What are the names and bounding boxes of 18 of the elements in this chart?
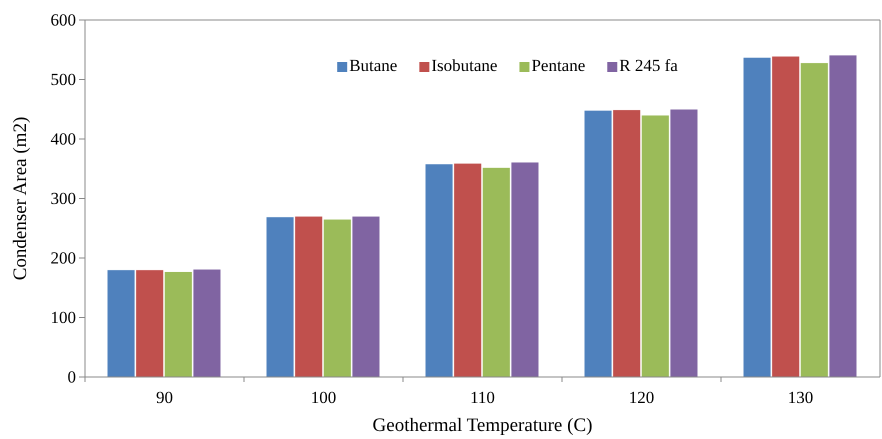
x-tick-label: 130 bbox=[788, 388, 814, 408]
y-tick-label: 200 bbox=[50, 248, 76, 268]
legend-label: Butane bbox=[349, 56, 398, 75]
x-tick-label: 90 bbox=[156, 388, 173, 408]
legend-label: Isobutane bbox=[431, 56, 498, 75]
legend-label: R 245 fa bbox=[619, 56, 678, 75]
y-tick-label: 100 bbox=[50, 308, 76, 327]
y-axis-title: Condenser Area (m2) bbox=[10, 116, 31, 280]
legend-label: Pentane bbox=[531, 56, 586, 75]
x-tick-label: 120 bbox=[628, 388, 654, 408]
x-axis-title: Geothermal Temperature (C) bbox=[372, 415, 592, 436]
y-tick-label: 400 bbox=[50, 129, 76, 148]
y-tick-label: 600 bbox=[50, 10, 76, 30]
x-tick-label: 100 bbox=[310, 388, 336, 408]
y-tick-label: 500 bbox=[50, 70, 76, 89]
x-tick-label: 110 bbox=[470, 388, 495, 408]
y-tick-label: 300 bbox=[50, 188, 76, 208]
y-tick-label: 0 bbox=[68, 367, 76, 386]
